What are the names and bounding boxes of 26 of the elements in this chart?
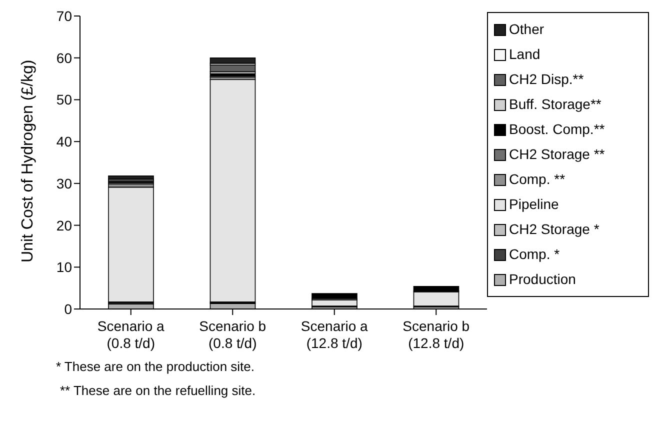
y-tick-label: 40 xyxy=(56,134,72,150)
y-axis-title: Unit Cost of Hydrogen (£/kg) xyxy=(20,60,37,262)
legend-label: Other xyxy=(509,20,544,39)
y-tick-label: 50 xyxy=(56,92,72,108)
y-tick-label: 70 xyxy=(56,8,72,24)
x-tick-label: Scenario a (0.8 t/d) xyxy=(97,318,165,351)
y-tick-label: 30 xyxy=(56,175,72,192)
legend-label: Production xyxy=(509,270,576,289)
legend-label: Buff. Storage** xyxy=(509,95,602,114)
legend-label: Boost. Comp.** xyxy=(509,120,605,139)
y-tick-label: 20 xyxy=(56,217,72,234)
text: ** These are on the refuelling site. xyxy=(60,382,257,400)
legend-label: Comp. * xyxy=(509,245,560,264)
legend-label: Comp. ** xyxy=(509,170,566,189)
x-tick-label: Scenario a (12.8 t/d) xyxy=(300,318,368,351)
x-tick-label: Scenario b (12.8 t/d) xyxy=(402,318,470,351)
x-tick-label: Scenario b (0.8 t/d) xyxy=(199,318,266,351)
legend-label: CH2 Storage * xyxy=(509,220,600,239)
legend-label: CH2 Disp.** xyxy=(509,70,584,89)
y-tick-label: 0 xyxy=(64,300,72,317)
legend-label: CH2 Storage ** xyxy=(509,145,605,164)
y-tick-label: 10 xyxy=(56,259,72,276)
legend-label: Land xyxy=(509,45,540,64)
legend-label: Pipeline xyxy=(509,195,559,214)
y-tick-label: 60 xyxy=(56,50,72,66)
text: * These are on the production site. xyxy=(56,358,256,376)
